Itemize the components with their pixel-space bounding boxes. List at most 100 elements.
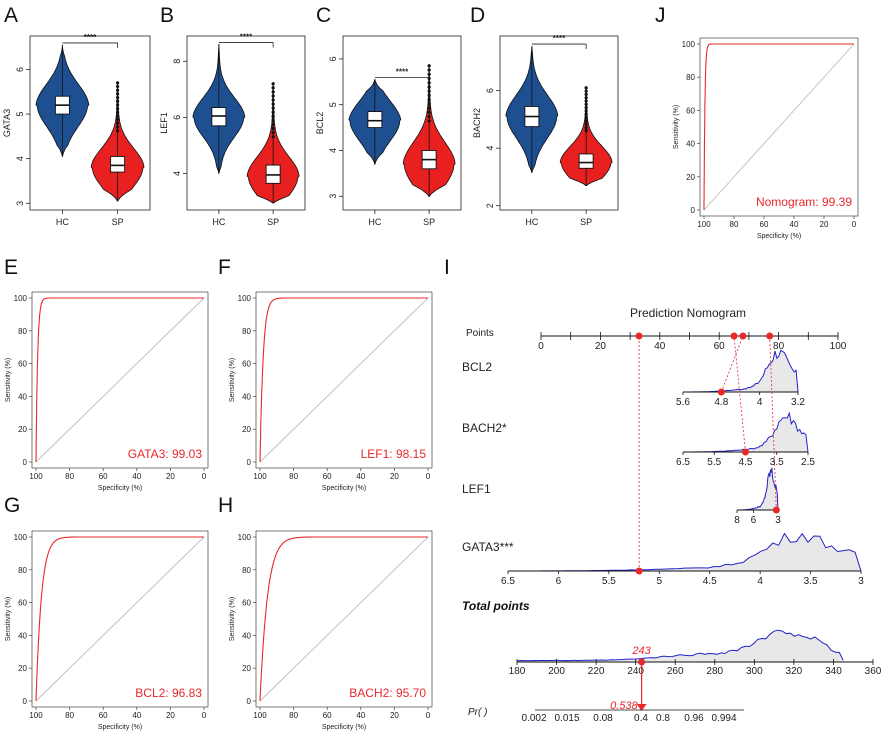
y-tick-label: 0 — [691, 206, 696, 215]
outlier-point — [584, 125, 588, 130]
outlier-point — [584, 122, 588, 126]
chance-diagonal — [703, 43, 855, 211]
points-marker — [635, 332, 643, 340]
outlier-point — [427, 106, 431, 110]
y-tick-label: 80 — [18, 566, 27, 575]
outlier-point — [584, 86, 588, 90]
outlier-point — [271, 90, 275, 94]
outlier-point — [427, 119, 431, 123]
outlier-point — [116, 81, 120, 85]
roc-panel-f: 100 80 60 40 20 0 0 20 40 60 80 100 Specificity (%) S… — [229, 291, 433, 492]
outlier-point — [427, 102, 431, 106]
outlier-point — [427, 89, 431, 93]
outlier-point — [116, 92, 120, 96]
pr-tick-label: 0.994 — [711, 713, 736, 724]
x-axis-title: Specificity (%) — [322, 724, 366, 731]
outlier-point — [427, 98, 431, 102]
outlier-point — [584, 112, 588, 116]
y-tick-label: 3 — [15, 201, 25, 206]
x-tick-label: 80 — [289, 472, 298, 481]
variable-tick-label: 4 — [757, 397, 763, 408]
x-tick-label: 20 — [166, 472, 175, 481]
projection-line — [769, 335, 777, 511]
variable-tick-label: 5 — [657, 576, 663, 587]
outlier-point — [271, 122, 275, 127]
points-tick-label: 20 — [595, 341, 607, 352]
auc-label: LEF1: 98.15 — [361, 447, 427, 461]
density-fill — [737, 467, 778, 510]
y-tick-label: 0 — [23, 697, 28, 706]
outlier-point — [271, 114, 275, 118]
x-tick-label: 0 — [852, 220, 857, 229]
y-tick-label: 6 — [15, 67, 25, 72]
total-tick-label: 360 — [865, 666, 882, 677]
outlier-point — [116, 99, 120, 103]
panel-label-j: J — [655, 4, 666, 27]
y-tick-label: 20 — [242, 664, 251, 673]
outlier-point — [271, 118, 275, 122]
x-tick-label: SP — [267, 217, 279, 227]
x-tick-label: 0 — [202, 711, 207, 720]
roc-panel-e: 100 80 60 40 20 0 0 20 40 60 80 100 Specificity (%) S… — [5, 291, 209, 492]
pr-tick-label: 0.4 — [634, 713, 648, 724]
x-tick-label: 100 — [29, 472, 43, 481]
x-axis-title: Specificity (%) — [322, 485, 366, 492]
y-tick-label: 4 — [172, 171, 182, 176]
variable-tick-label: 2.5 — [801, 457, 815, 468]
variable-tick-label: 4.5 — [703, 576, 717, 587]
outlier-point — [271, 106, 275, 110]
y-tick-label: 100 — [14, 533, 28, 542]
y-tick-label: 100 — [238, 533, 252, 542]
y-tick-label: 3 — [328, 194, 338, 199]
outlier-point — [116, 88, 120, 92]
x-tick-label: 60 — [760, 220, 769, 229]
y-tick-label: 40 — [18, 631, 27, 640]
y-tick-label: 8 — [172, 59, 182, 64]
outlier-point — [271, 135, 275, 139]
x-axis-title: Specificity (%) — [98, 724, 142, 731]
box-sp — [578, 153, 594, 169]
variable-label: BCL2 — [462, 360, 492, 374]
variable-tick-label: 3 — [858, 576, 864, 587]
panel-label-a: A — [4, 4, 18, 27]
chance-diagonal — [259, 297, 429, 463]
outlier-point — [271, 102, 275, 106]
panel-label-b: B — [160, 4, 174, 27]
y-tick-label: 40 — [686, 140, 695, 149]
x-tick-label: 40 — [790, 220, 799, 229]
y-tick-label: 20 — [18, 425, 27, 434]
nomogram-panel: Prediction Nomogram Points 0 20 40 60 80 100 BCL… — [462, 306, 882, 724]
panel-label-f: F — [218, 256, 231, 279]
y-axis-title: Sensitivity (%) — [5, 358, 12, 402]
y-tick-label: 0 — [23, 458, 28, 467]
x-tick-label: SP — [580, 217, 592, 227]
chance-diagonal — [259, 536, 429, 702]
total-tick-label: 340 — [825, 666, 842, 677]
variable-tick-label: 6.5 — [501, 576, 515, 587]
y-tick-label: 0 — [247, 458, 252, 467]
outlier-point — [584, 129, 588, 133]
x-tick-label: 80 — [289, 711, 298, 720]
variable-tick-label: 6.5 — [676, 457, 690, 468]
y-tick-label: 2 — [485, 203, 495, 208]
outlier-point — [116, 107, 120, 111]
y-tick-label: 20 — [686, 173, 695, 182]
outlier-point — [116, 129, 120, 133]
outlier-point — [271, 98, 275, 102]
outlier-point — [584, 119, 588, 123]
plot-frame — [186, 35, 306, 211]
significance-label: **** — [396, 68, 409, 77]
outlier-point — [116, 110, 120, 114]
variable-label: BACH2* — [462, 421, 507, 435]
nomogram-title: Prediction Nomogram — [630, 306, 746, 320]
x-axis-title: Specificity (%) — [757, 233, 801, 240]
y-tick-label: 80 — [18, 327, 27, 336]
x-tick-label: 80 — [65, 472, 74, 481]
y-tick-label: 4 — [15, 156, 25, 161]
roc-curve — [259, 297, 428, 462]
panel-label-i: I — [444, 256, 450, 279]
total-density-fill — [517, 630, 844, 662]
roc-panel-g: 100 80 60 40 20 0 0 20 40 60 80 100 Specificity (%) S… — [5, 530, 209, 731]
outlier-point — [584, 96, 588, 100]
violin-panel-a: 3 4 5 6 GATA3 HC SP **** — [2, 33, 151, 227]
